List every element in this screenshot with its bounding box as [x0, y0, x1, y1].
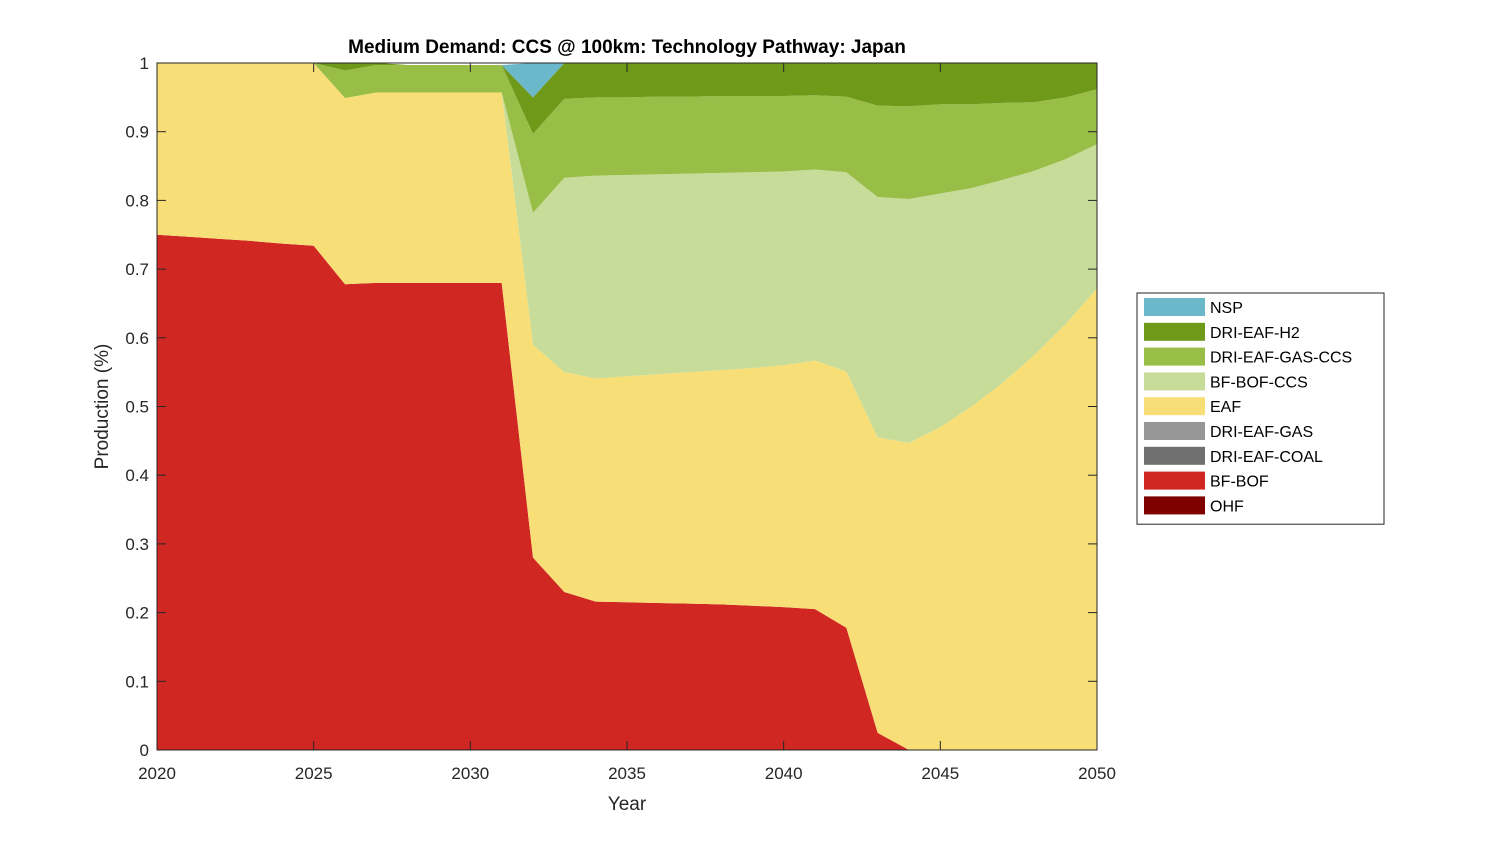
legend-swatch-ohf	[1144, 496, 1205, 515]
x-tick-label: 2040	[765, 764, 803, 783]
legend: NSP DRI-EAF-H2 DRI-EAF-GAS-CCS BF-BOF-CCS EA…	[1136, 292, 1385, 525]
x-axis-label: Year	[608, 794, 647, 815]
legend-swatch-dri-eaf-gas-ccs	[1144, 347, 1205, 366]
y-tick-label: 0.3	[125, 535, 149, 554]
legend-label: DRI-EAF-H2	[1210, 325, 1300, 342]
legend-swatch-dri-eaf-coal	[1144, 446, 1205, 465]
legend-label: NSP	[1210, 300, 1243, 317]
legend-swatch-dri-eaf-h2	[1144, 322, 1205, 341]
area-eaf	[157, 63, 1097, 750]
axes-group: 2020 2025 2030 2035 2040 2045 2050 0 0.1 0.2 0.3 0.…	[125, 54, 1116, 783]
y-tick-label: 0.2	[125, 604, 149, 623]
area-bf-bof	[157, 234, 1097, 750]
y-tick-label: 0.8	[125, 191, 149, 210]
legend-swatch-nsp	[1144, 298, 1205, 316]
y-tick-label: 0.7	[125, 260, 149, 279]
y-tick-label: 0.6	[125, 329, 149, 348]
chart-title: Medium Demand: CCS @ 100km: Technology P…	[348, 37, 906, 58]
x-tick-label: 2035	[608, 764, 646, 783]
x-tick-label: 2030	[451, 764, 489, 783]
legend-swatch-eaf	[1144, 397, 1205, 416]
y-tick-label: 0.4	[125, 466, 149, 485]
x-tick-label: 2050	[1078, 764, 1116, 783]
legend-label: EAF	[1210, 399, 1241, 416]
y-tick-label: 0.1	[125, 672, 149, 691]
x-tick-label: 2045	[921, 764, 959, 783]
area-dri-eaf-h2	[157, 63, 1097, 134]
legend-label: BF-BOF	[1210, 474, 1269, 491]
x-tick-label: 2025	[295, 764, 333, 783]
y-tick-label: 0.9	[125, 123, 149, 142]
y-axis-label: Production (%)	[92, 344, 113, 470]
y-tick-label: 0	[140, 741, 149, 760]
legend-label: OHF	[1210, 498, 1244, 515]
legend-swatch-bf-bof-ccs	[1144, 372, 1205, 391]
area-series-group	[157, 63, 1097, 750]
legend-label: BF-BOF-CCS	[1210, 374, 1308, 391]
legend-label: DRI-EAF-COAL	[1210, 449, 1323, 466]
y-tick-label: 0.5	[125, 398, 149, 417]
legend-label: DRI-EAF-GAS-CCS	[1210, 350, 1352, 367]
area-dri-eaf-gas-ccs	[157, 63, 1097, 213]
legend-swatch-dri-eaf-gas	[1144, 422, 1205, 440]
y-tick-label: 1	[140, 54, 149, 73]
legend-label: DRI-EAF-GAS	[1210, 424, 1313, 441]
legend-swatch-bf-bof	[1144, 471, 1205, 490]
area-bf-bof-ccs	[157, 63, 1097, 443]
x-tick-label: 2020	[138, 764, 176, 783]
